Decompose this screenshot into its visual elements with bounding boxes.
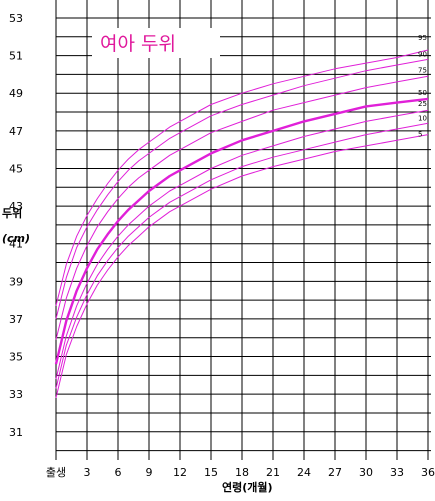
y-tick-label: 37 <box>9 313 23 326</box>
percentile-curve-10 <box>55 122 429 389</box>
y-tick-label: 39 <box>9 275 23 288</box>
y-tick-label: 51 <box>9 50 23 63</box>
chart-grid <box>55 0 431 460</box>
percentile-curve-95 <box>55 49 429 306</box>
x-tick-label: 33 <box>390 466 404 479</box>
x-tick-label: 출생 <box>46 466 66 479</box>
percentile-label-10: 10 <box>418 114 427 122</box>
y-tick-label: 53 <box>9 12 23 25</box>
y-axis-label: 두위 <box>2 207 22 220</box>
percentile-label-25: 25 <box>418 100 427 108</box>
percentile-label-90: 90 <box>418 50 427 58</box>
x-tick-label: 36 <box>421 466 435 479</box>
x-tick-label: 27 <box>328 466 342 479</box>
y-tick-label: 49 <box>9 87 23 100</box>
percentile-curve-5 <box>55 134 429 399</box>
y-tick-label: 43 <box>9 200 23 213</box>
percentile-curves <box>54 49 429 399</box>
percentile-curve-90 <box>55 58 429 320</box>
x-tick-label: 3 <box>84 466 91 479</box>
x-tick-label: 18 <box>235 466 249 479</box>
y-tick-label: 31 <box>9 426 23 439</box>
x-tick-label: 6 <box>115 466 122 479</box>
x-tick-label: 24 <box>297 466 311 479</box>
title-background <box>92 28 220 58</box>
x-tick-label: 21 <box>266 466 280 479</box>
x-tick-label: 15 <box>204 466 218 479</box>
x-tick-labels: 출생 3 6 9 12 15 18 21 24 27 30 33 36 <box>46 466 435 479</box>
percentile-label-95: 95 <box>418 34 427 42</box>
y-tick-label: 47 <box>9 125 23 138</box>
percentile-label-75: 75 <box>418 66 427 74</box>
y-tick-label: 45 <box>9 162 23 175</box>
percentile-labels: 95 90 75 50 25 10 5 <box>418 34 427 139</box>
percentile-label-5: 5 <box>418 131 422 139</box>
y-axis-unit: (cm) <box>2 232 30 245</box>
chart-title: 여아 두위 <box>100 33 176 55</box>
x-tick-label: 9 <box>146 466 153 479</box>
percentile-curve-25 <box>55 109 429 380</box>
y-tick-label: 41 <box>9 238 23 251</box>
y-tick-label: 33 <box>9 388 23 401</box>
percentile-label-50: 50 <box>418 89 427 97</box>
y-tick-label: 35 <box>9 351 23 364</box>
x-tick-label: 30 <box>359 466 373 479</box>
x-tick-label: 12 <box>173 466 187 479</box>
x-axis-label: 연령(개월) <box>222 480 273 494</box>
y-tick-labels: 31 33 35 37 39 41 43 45 47 49 51 53 <box>9 12 23 439</box>
percentile-curve-50 <box>54 97 429 365</box>
percentile-curve-75 <box>55 75 429 340</box>
